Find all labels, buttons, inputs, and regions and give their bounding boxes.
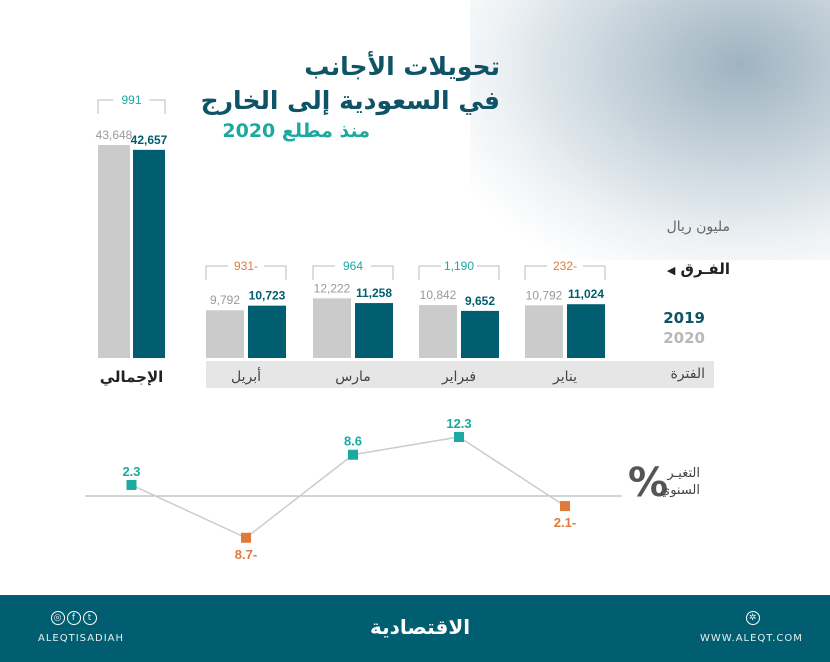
unit-label: مليون ريال (666, 219, 730, 235)
bar-label-2020: 10,792 (526, 288, 563, 302)
difference-label: 1,190 (444, 259, 474, 273)
bar-label-2019: 9,652 (465, 294, 495, 308)
bar-2020 (98, 144, 130, 358)
data-point-label: 2.3 (122, 464, 140, 479)
difference-bracket (524, 265, 606, 280)
category-label: مارس (335, 369, 371, 385)
difference-bracket (97, 99, 166, 114)
difference-bracket (312, 265, 394, 280)
data-point (241, 532, 251, 543)
bar-label-2019: 11,258 (356, 286, 392, 300)
brand-logo: الاقتصادية (370, 615, 471, 639)
social-icons: ◎ f t (50, 611, 98, 625)
bar-label-2020: 43,648 (96, 128, 133, 142)
percent-symbol: % (628, 460, 669, 506)
data-point-label: 12.3 (446, 416, 471, 431)
twitter-icon[interactable]: t (83, 611, 97, 625)
annual-change-line2: السنوي (660, 483, 700, 498)
bar-2019 (248, 305, 286, 358)
difference-bracket (418, 265, 500, 280)
data-point (348, 449, 358, 460)
bar-label-2020: 10,842 (420, 288, 457, 302)
data-point-label: 8.6 (344, 434, 362, 449)
bar-label-2019: 11,024 (568, 287, 604, 301)
period-label: الفترة (670, 366, 705, 382)
bar-2019 (355, 303, 393, 358)
website-link[interactable]: WWW.ALEQT.COM (700, 633, 803, 644)
footer: ◎ f t ALEQTISADIAH الاقتصادية ✲ WWW.ALEQT.… (0, 595, 830, 662)
bar-label-2020: 9,792 (210, 293, 240, 307)
legend-2019: 2019 (663, 309, 705, 327)
annual-change-line1: التغيـر (667, 466, 700, 481)
header-photo-background (470, 0, 830, 260)
bar-2020 (419, 305, 457, 358)
title-line-1: تحويلات الأجانب (304, 52, 500, 81)
instagram-icon[interactable]: ◎ (51, 611, 65, 625)
web-icon: ✲ (746, 611, 760, 625)
data-point-label: 2.1- (554, 515, 576, 530)
bar-label-2019: 10,723 (249, 289, 286, 303)
bar-2020 (206, 310, 244, 358)
bar-2020 (313, 298, 351, 358)
bar-2019 (567, 304, 605, 358)
facebook-icon[interactable]: f (67, 611, 81, 625)
social-handle[interactable]: ALEQTISADIAH (38, 633, 125, 644)
difference-label: 991 (121, 93, 141, 107)
category-label: فبراير (441, 369, 476, 385)
legend-2020: 2020 (663, 329, 705, 347)
bar-2019 (461, 310, 499, 358)
bar-2019 (133, 149, 165, 358)
subtitle: منذ مطلع 2020 (222, 120, 370, 142)
difference-label: الفـرق ◀ (667, 260, 730, 278)
difference-label: 964 (343, 259, 363, 273)
difference-text: الفـرق (680, 260, 730, 278)
difference-label: 232- (553, 259, 577, 273)
bar-2020 (525, 305, 563, 358)
title-line-2: في السعودية إلى الخارج (200, 86, 500, 115)
data-point-label: 8.7- (235, 547, 257, 562)
period-band (206, 361, 714, 388)
bar-label-2020: 12,222 (314, 281, 351, 295)
difference-label: 931- (234, 259, 258, 273)
data-point (560, 501, 570, 512)
data-point (454, 431, 464, 442)
triangle-left-icon: ◀ (666, 264, 676, 277)
category-label: الإجمالي (100, 368, 164, 386)
category-label: يناير (552, 369, 577, 385)
difference-bracket (205, 265, 287, 280)
data-point (126, 479, 137, 490)
bar-label-2019: 42,657 (131, 133, 168, 147)
category-label: أبريل (231, 367, 261, 385)
